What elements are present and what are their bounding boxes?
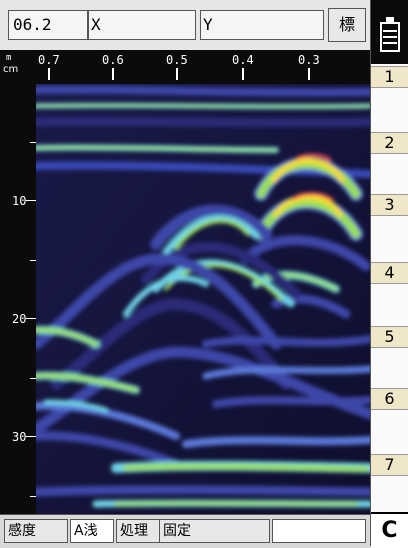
channel-7[interactable]: 7 — [371, 454, 408, 476]
distance-label-0.4: 0.4 — [232, 53, 254, 67]
depth-label-30: 30 — [12, 430, 27, 444]
depth-axis: cm 10 20 30 — [0, 50, 36, 514]
bottom-toolbar: 感度 A浅 処理 固定 — [0, 514, 370, 547]
radar-image — [36, 84, 370, 514]
distance-axis: m 0.7 0.6 0.5 0.4 0.3 — [6, 50, 370, 84]
sensitivity-button[interactable]: 感度 — [4, 519, 68, 543]
shallow-button[interactable]: A浅 — [70, 519, 114, 543]
processing-button[interactable]: 処理 — [116, 519, 160, 543]
c-button[interactable]: C — [371, 512, 408, 548]
top-toolbar: 06.2 X Y 標 — [0, 0, 370, 51]
x-label: X — [88, 10, 104, 40]
radar-plot — [36, 84, 370, 514]
channel-5[interactable]: 5 — [371, 326, 408, 348]
channel-1[interactable]: 1 — [371, 66, 408, 88]
distance-label-0.6: 0.6 — [102, 53, 124, 67]
x-input[interactable] — [104, 10, 196, 40]
distance-label-0.5: 0.5 — [166, 53, 188, 67]
depth-unit: cm — [3, 64, 19, 75]
battery-icon — [371, 0, 408, 64]
channel-column: 1 2 3 4 5 6 7 C — [370, 0, 408, 548]
y-input[interactable] — [218, 10, 324, 40]
depth-label-10: 10 — [12, 194, 27, 208]
fixed-value: 固定 — [160, 519, 270, 543]
y-label: Y — [200, 10, 218, 40]
channel-3[interactable]: 3 — [371, 194, 408, 216]
depth-label-20: 20 — [12, 312, 27, 326]
channel-2[interactable]: 2 — [371, 132, 408, 154]
standard-button[interactable]: 標 — [328, 8, 366, 42]
channel-4[interactable]: 4 — [371, 262, 408, 284]
value-field[interactable]: 06.2 — [8, 10, 88, 40]
distance-label-0.3: 0.3 — [298, 53, 320, 67]
distance-unit: m — [6, 53, 12, 63]
channel-6[interactable]: 6 — [371, 388, 408, 410]
distance-label-0.7: 0.7 — [38, 53, 60, 67]
status-field — [272, 519, 366, 543]
